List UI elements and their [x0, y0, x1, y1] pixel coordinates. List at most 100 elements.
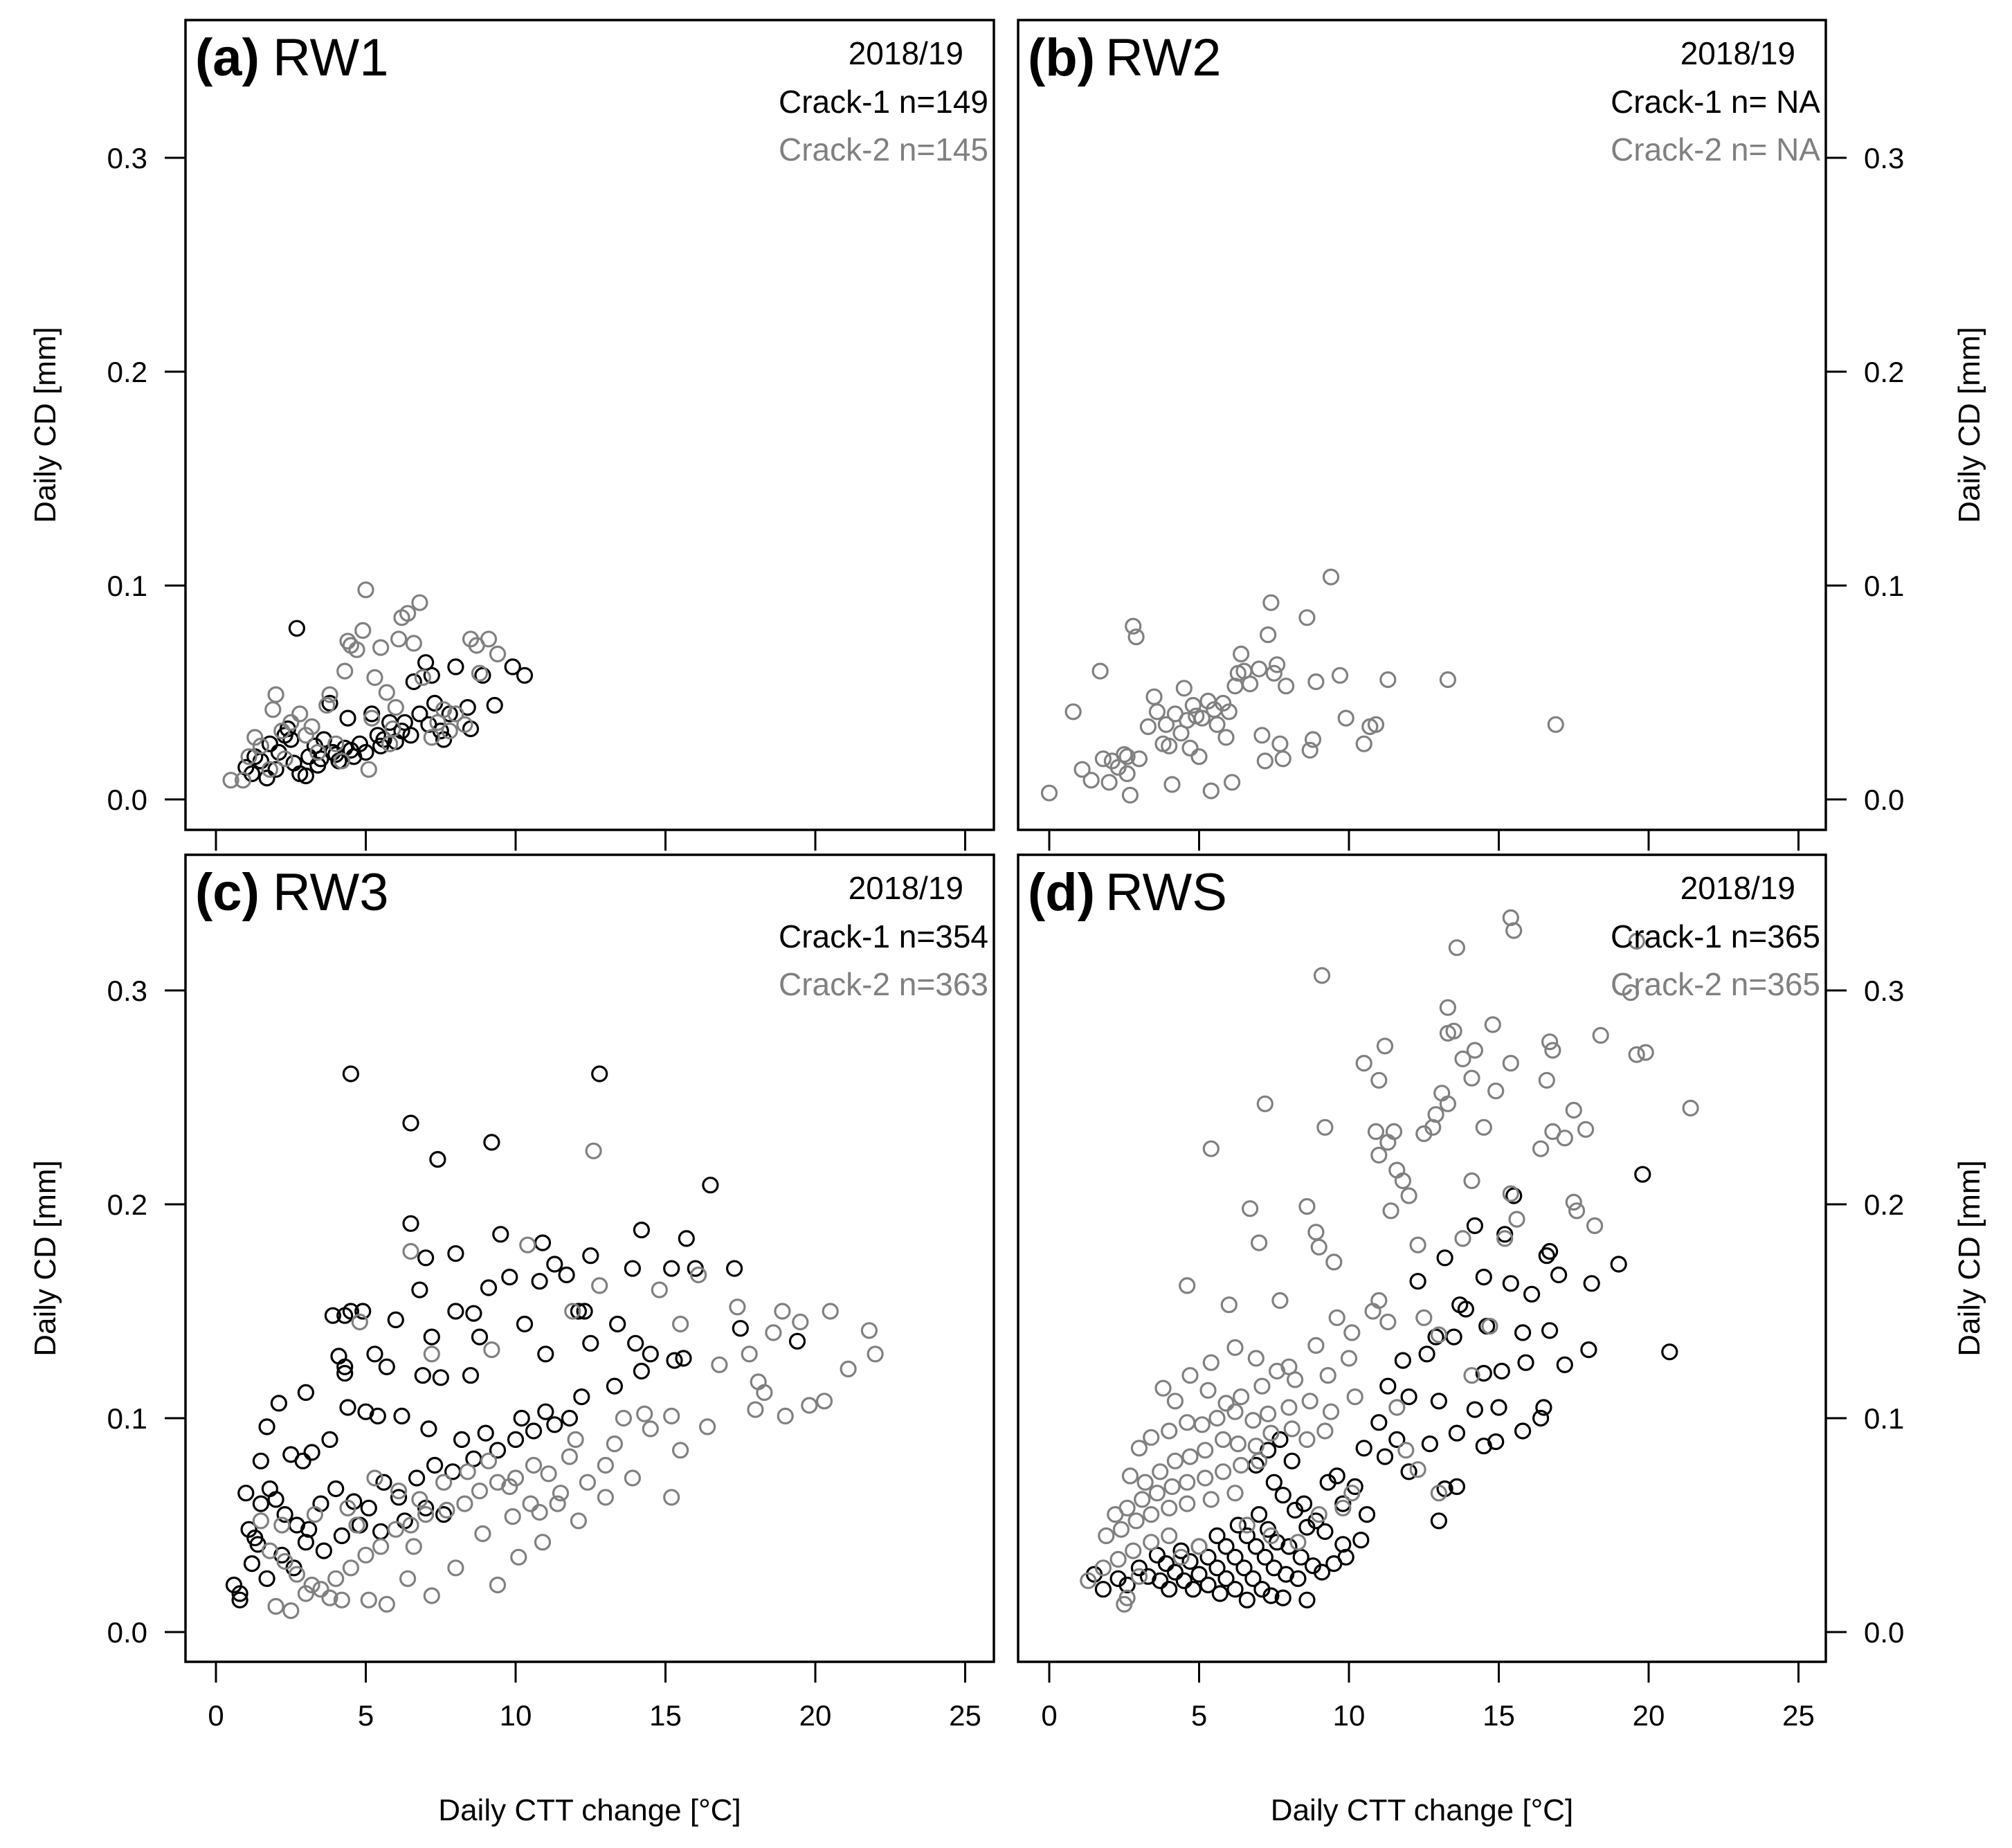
data-point — [1316, 1422, 1334, 1440]
data-point — [252, 1452, 269, 1469]
x-tick-label: 20 — [1633, 1699, 1665, 1732]
y-tick-label: 0.1 — [107, 1402, 147, 1435]
data-point — [504, 658, 521, 676]
data-point — [531, 1273, 548, 1290]
data-point — [666, 1352, 683, 1369]
data-point — [1334, 1499, 1352, 1516]
data-point — [1154, 1379, 1172, 1397]
data-point — [1430, 1512, 1447, 1530]
data-point — [1418, 1346, 1435, 1363]
data-point — [378, 684, 395, 701]
data-point — [483, 1134, 500, 1151]
data-point — [1166, 1393, 1184, 1410]
data-point — [1143, 1506, 1160, 1523]
data-point — [1259, 1405, 1277, 1422]
scatter-points — [1040, 568, 1564, 804]
data-point — [1262, 1587, 1280, 1604]
data-point — [1214, 1463, 1232, 1480]
data-point — [1262, 594, 1280, 611]
data-point — [1220, 1296, 1238, 1314]
data-point — [1541, 1033, 1559, 1051]
data-point — [1454, 1230, 1471, 1247]
data-point — [393, 1407, 410, 1425]
data-point — [1313, 1564, 1331, 1581]
scatter-points — [1080, 909, 1699, 1613]
data-point — [741, 1346, 758, 1363]
data-point — [777, 1407, 794, 1425]
data-point — [573, 1388, 590, 1406]
data-point — [1301, 741, 1318, 759]
data-point — [1580, 1341, 1597, 1359]
legend-entry: Crack-1 n=149 — [779, 84, 988, 120]
data-point — [1118, 748, 1136, 766]
data-point — [1202, 1140, 1220, 1157]
data-point — [321, 1431, 338, 1448]
data-point — [273, 1516, 291, 1534]
data-point — [1445, 1328, 1462, 1346]
data-point — [1364, 1303, 1381, 1320]
data-point — [411, 594, 428, 611]
data-point — [1466, 1217, 1483, 1235]
data-point — [1298, 1591, 1316, 1609]
data-point — [1313, 967, 1331, 984]
data-point — [1148, 703, 1166, 721]
data-point — [1307, 1224, 1325, 1241]
data-point — [1235, 1559, 1253, 1577]
y-tick-label: 0.2 — [107, 356, 147, 388]
data-point — [1523, 1285, 1541, 1303]
data-point — [678, 1230, 695, 1247]
data-point — [297, 1384, 314, 1402]
data-point — [348, 641, 365, 658]
data-point — [231, 1585, 248, 1602]
data-point — [276, 1506, 293, 1523]
data-point — [489, 1576, 507, 1594]
data-point — [1175, 680, 1193, 697]
data-point — [1208, 716, 1226, 733]
data-point — [423, 667, 440, 684]
data-point — [1268, 1362, 1286, 1380]
data-point — [1181, 739, 1199, 757]
data-point — [1175, 1572, 1193, 1589]
y-tick-label: 0.3 — [107, 142, 147, 174]
data-point — [390, 1483, 408, 1500]
data-point — [1421, 1435, 1438, 1453]
data-point — [333, 1527, 350, 1544]
panel-title: RWS — [1105, 863, 1227, 922]
data-point — [579, 1474, 597, 1491]
data-point — [408, 1469, 426, 1487]
data-point — [327, 1570, 345, 1587]
data-point — [1259, 626, 1277, 644]
data-point — [1157, 716, 1175, 733]
data-point — [702, 1177, 719, 1194]
data-point — [1211, 1585, 1229, 1602]
data-point — [1370, 1146, 1388, 1164]
data-point — [1505, 922, 1523, 939]
data-point — [1250, 660, 1268, 678]
data-point — [1109, 1550, 1127, 1568]
panel-b: 0.0 0.1 0.2 0.3 Daily CD [mm] (b) RW2 2018/19 Cr… — [1017, 19, 1986, 851]
panel-title: RW1 — [273, 28, 389, 87]
data-point — [1397, 1442, 1415, 1459]
data-point — [1184, 1581, 1202, 1598]
data-point — [258, 1418, 275, 1435]
data-point — [1202, 782, 1220, 799]
data-point — [507, 1469, 525, 1487]
data-point — [1161, 1527, 1178, 1544]
data-point — [465, 1305, 482, 1322]
data-point — [480, 1452, 498, 1469]
data-point — [267, 761, 284, 778]
data-point — [582, 1247, 599, 1265]
data-point — [1283, 1420, 1300, 1438]
data-point — [1145, 688, 1163, 705]
x-tick-label: 10 — [500, 1699, 532, 1732]
data-point — [366, 1346, 383, 1363]
data-point — [1247, 1538, 1265, 1555]
data-point — [336, 1358, 354, 1375]
data-point — [1319, 1474, 1336, 1491]
data-point — [1082, 772, 1100, 789]
data-point — [1388, 1431, 1406, 1448]
data-point — [1565, 1101, 1582, 1119]
data-point — [231, 1591, 248, 1609]
data-point — [1265, 664, 1283, 682]
data-point — [540, 1465, 557, 1483]
